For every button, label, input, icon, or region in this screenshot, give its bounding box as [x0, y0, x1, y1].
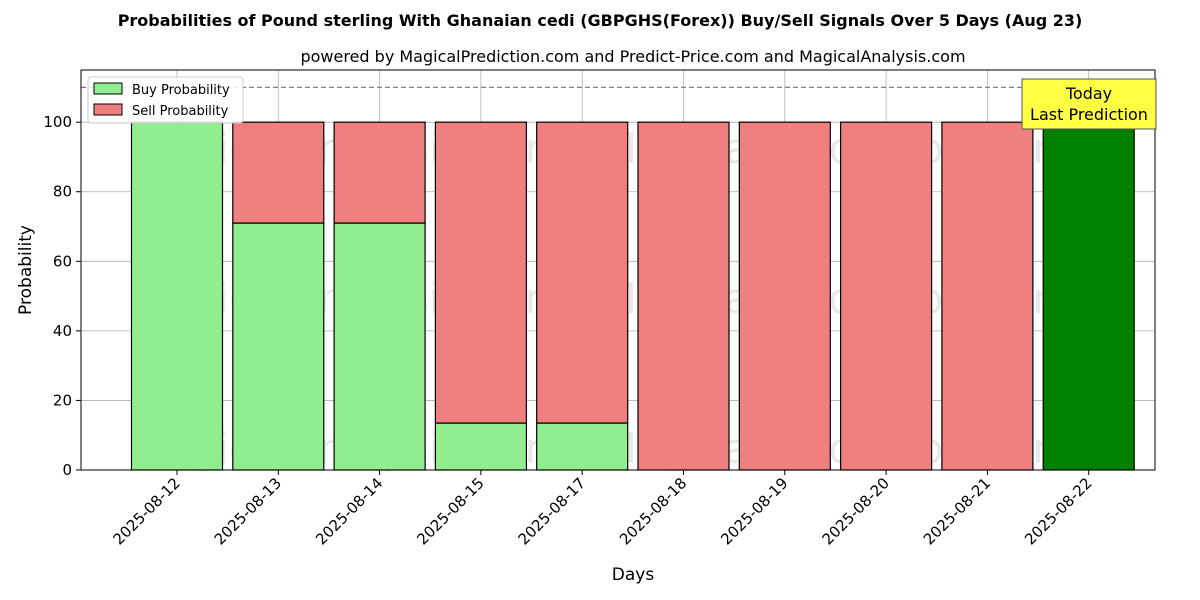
- y-tick-label: 60: [53, 252, 72, 270]
- bar-sell: [738, 121, 831, 471]
- bar-sell: [333, 121, 426, 224]
- bar-buy: [536, 422, 629, 471]
- bar-buy: [434, 422, 527, 471]
- bars: [130, 121, 1135, 471]
- bar-sell: [232, 121, 325, 224]
- legend-buy-label: Buy Probability: [132, 83, 230, 98]
- bar-buy: [232, 222, 325, 471]
- y-tick-label: 20: [53, 391, 72, 409]
- y-tick-label: 0: [62, 461, 72, 479]
- bar-buy: [130, 121, 224, 471]
- legend-sell-swatch: [93, 103, 123, 116]
- bar-buy: [333, 222, 426, 471]
- legend: Buy Probability Sell Probability: [87, 76, 244, 124]
- chart-subtitle: powered by MagicalPrediction.com and Pre…: [300, 47, 965, 66]
- plot-frame: [80, 69, 1156, 471]
- legend-frame: [87, 76, 244, 124]
- y-axis-label: Probability: [16, 225, 36, 315]
- bar-sell: [536, 121, 629, 424]
- y-tick-label: 100: [43, 113, 72, 131]
- bar-sell: [839, 121, 933, 471]
- bar-sell: [637, 121, 730, 471]
- chart-title: Probabilities of Pound sterling With Gha…: [118, 11, 1083, 30]
- bar-sell: [941, 121, 1034, 471]
- bar-sell: [434, 121, 527, 424]
- x-axis-label: Days: [612, 565, 655, 585]
- last-prediction-label: Last Prediction: [1030, 105, 1148, 124]
- bar-buy: [1042, 121, 1135, 471]
- legend-sell-label: Sell Probability: [132, 104, 229, 119]
- y-tick-label: 40: [53, 322, 72, 340]
- today-annotation: Today Last Prediction: [1021, 78, 1157, 130]
- legend-buy-swatch: [93, 82, 123, 95]
- y-axis: 0 20 40 60 80 100: [43, 113, 81, 479]
- today-box: [1021, 78, 1157, 130]
- today-label: Today: [1065, 84, 1112, 103]
- y-tick-label: 80: [53, 183, 72, 201]
